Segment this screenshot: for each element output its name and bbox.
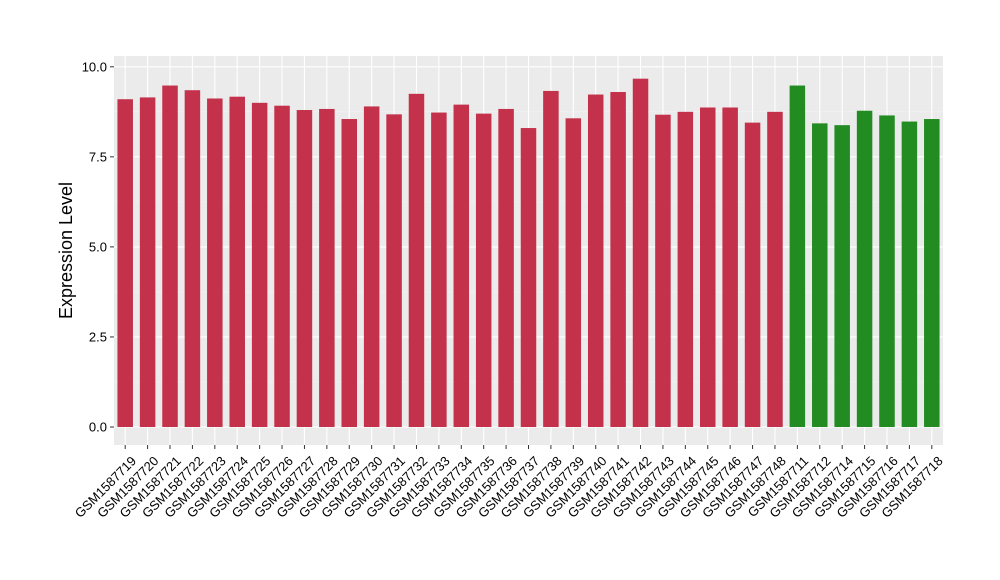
bar-GSM1587746 [722,107,738,427]
bar-GSM1587731 [386,114,402,427]
bar-GSM1587737 [520,128,537,427]
bar-GSM1587715 [856,110,873,427]
bar-GSM1587735 [475,113,492,427]
y-tick-label: 0.0 [89,419,107,434]
bar-series [117,78,940,427]
bar-GSM1587719 [117,99,133,427]
bar-GSM1587712 [812,123,828,427]
bar-GSM1587724 [229,96,245,427]
y-tick-label: 2.5 [89,329,107,344]
bar-GSM1587729 [341,119,358,427]
y-tick-label: 7.5 [89,149,107,164]
bar-GSM1587747 [744,122,761,427]
bar-GSM1587739 [565,118,582,427]
bar-GSM1587717 [901,121,918,427]
bar-GSM1587734 [453,104,470,427]
bar-GSM1587744 [677,111,694,427]
bar-GSM1587711 [789,85,806,427]
bar-GSM1587748 [767,111,783,427]
bar-GSM1587742 [632,78,649,427]
y-tick-label: 10.0 [82,59,107,74]
y-tick-label: 5.0 [89,239,107,254]
y-axis-title: Expression Level [56,182,76,319]
bar-GSM1587726 [274,105,290,427]
bar-GSM1587730 [363,106,380,427]
bar-GSM1587727 [296,110,313,427]
bar-GSM1587736 [498,108,514,427]
bar-GSM1587716 [879,115,895,427]
bar-GSM1587740 [587,94,604,427]
bar-GSM1587745 [699,107,716,427]
bar-GSM1587723 [207,98,223,427]
bar-GSM1587728 [319,108,335,427]
bar-GSM1587741 [610,92,626,427]
bar-GSM1587725 [251,102,268,427]
x-axis: GSM1587719GSM1587720GSM1587721GSM1587722… [72,445,946,521]
bar-GSM1587718 [924,119,940,427]
bar-GSM1587721 [162,85,178,427]
bar-GSM1587714 [834,125,850,427]
bar-GSM1587720 [139,97,156,427]
y-axis: 0.0 2.5 5.0 7.5 10.0 [82,59,114,434]
bar-GSM1587743 [655,114,671,427]
bar-GSM1587733 [431,112,447,427]
bar-GSM1587722 [184,90,201,427]
bar-GSM1587732 [408,93,425,427]
bar-GSM1587738 [543,90,559,427]
